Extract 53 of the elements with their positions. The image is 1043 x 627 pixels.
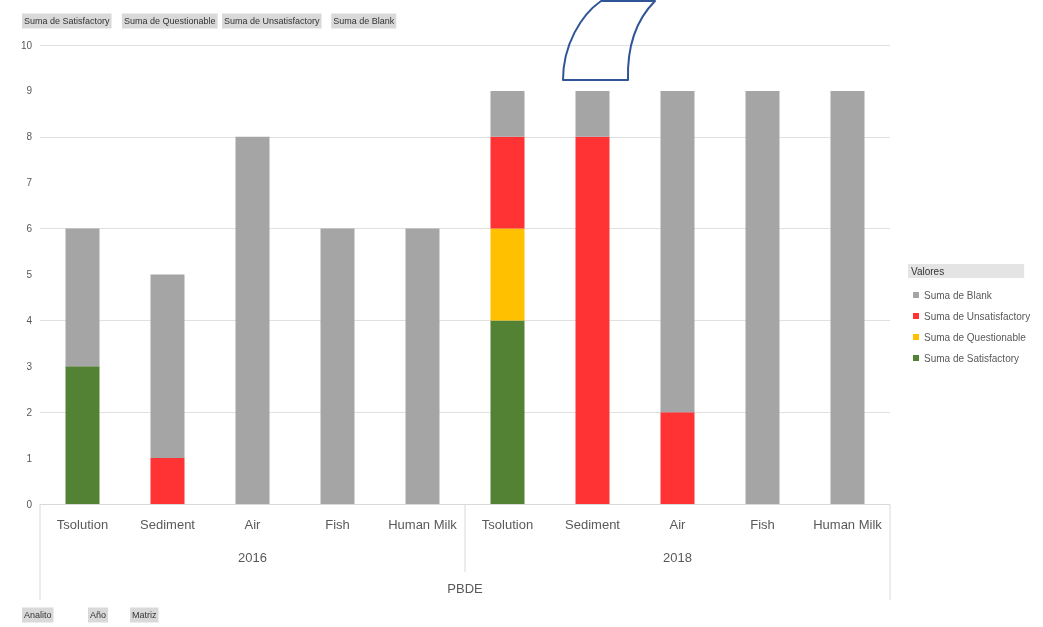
- bar: [150, 274, 185, 459]
- text: Año: [90, 610, 107, 620]
- text: Suma de Blank: [333, 16, 395, 26]
- x-tick-label: Tsolution: [56, 517, 109, 532]
- bar: [660, 90, 695, 413]
- bar: [575, 90, 610, 137]
- text: Analito: [24, 610, 52, 620]
- legend-label: Suma de Blank: [924, 289, 993, 301]
- bar: [745, 90, 780, 504]
- y-tick-label: 9: [26, 85, 33, 97]
- bar: [235, 136, 270, 504]
- y-tick-label: 4: [26, 314, 33, 326]
- x-tick-label: Sediment: [565, 517, 621, 532]
- y-tick-label: 1: [26, 452, 33, 464]
- bar: [490, 228, 525, 321]
- y-tick-label: 7: [26, 177, 33, 189]
- bar: [405, 228, 440, 504]
- y-tick-label: 8: [26, 131, 33, 143]
- legend-title: Valores: [911, 265, 945, 277]
- y-tick-label: 10: [20, 39, 33, 51]
- bar: [490, 136, 525, 229]
- text: Suma de Satisfactory: [24, 16, 111, 26]
- y-tick-label: 5: [26, 269, 33, 280]
- bar: [65, 366, 100, 504]
- x-tick-label: Human Milk: [388, 517, 458, 532]
- x-tick-label: Air: [244, 517, 262, 532]
- bar: [490, 90, 525, 137]
- bar: [320, 228, 355, 504]
- text: Suma de Unsatisfactory: [224, 16, 321, 26]
- y-tick-label: 2: [26, 406, 33, 418]
- y-tick-label: 6: [26, 223, 33, 235]
- text: Matriz: [132, 610, 157, 620]
- x-tick-label: Tsolution: [481, 517, 534, 532]
- text: PBDE: [447, 580, 484, 596]
- x-tick-label: Sediment: [140, 517, 196, 532]
- bar: [575, 136, 610, 504]
- text: Suma de Questionable: [124, 16, 216, 26]
- bar: [490, 320, 525, 504]
- y-tick-label: 0: [26, 498, 33, 510]
- x-tick-label: Air: [669, 517, 687, 532]
- text: 2018: [663, 549, 692, 565]
- bar: [660, 412, 695, 504]
- legend-label: Suma de Satisfactory: [924, 352, 1020, 364]
- bar: [65, 228, 100, 367]
- x-tick-label: Fish: [325, 517, 350, 532]
- legend-label: Suma de Questionable: [924, 331, 1027, 343]
- bar: [150, 458, 185, 504]
- x-tick-label: Human Milk: [813, 517, 883, 532]
- y-tick-label: 3: [26, 360, 33, 372]
- x-tick-label: Fish: [750, 517, 775, 532]
- legend-label: Suma de Unsatisfactory: [924, 310, 1031, 322]
- text: 2016: [238, 549, 267, 565]
- bar: [830, 90, 865, 504]
